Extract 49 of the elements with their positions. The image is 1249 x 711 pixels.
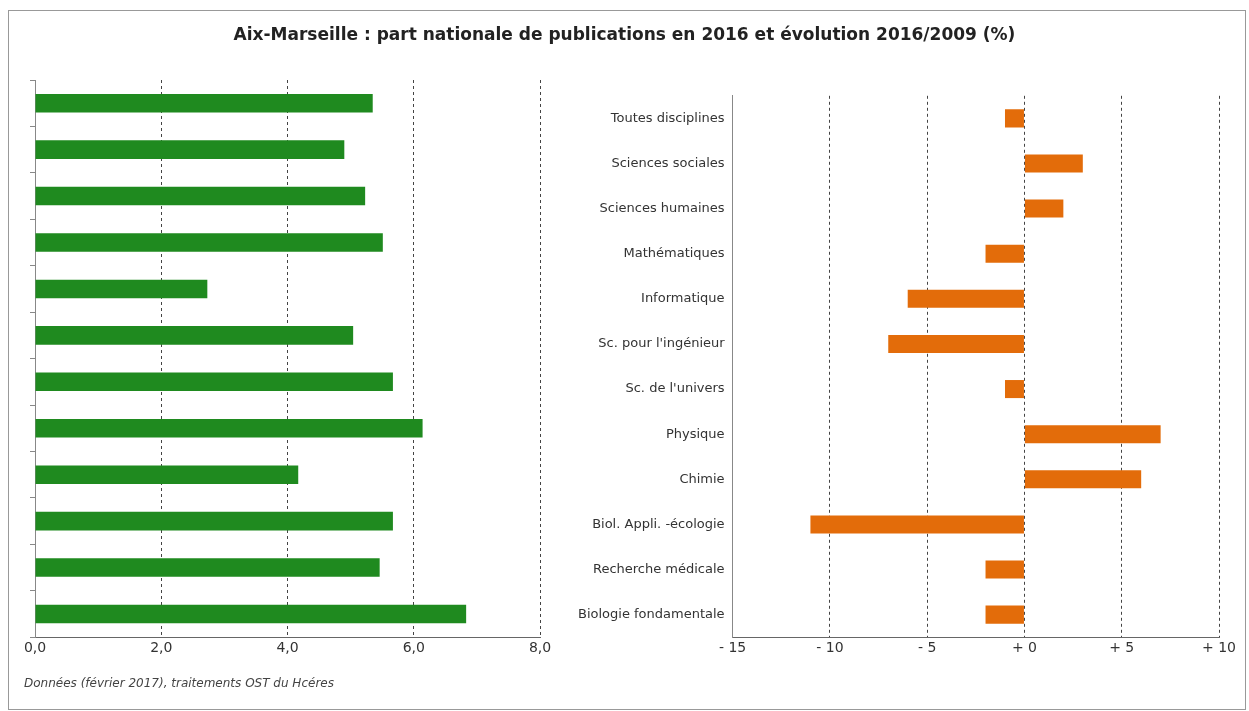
x-tick-label: - 5 xyxy=(917,639,937,656)
bar xyxy=(35,558,380,577)
bar xyxy=(1024,154,1083,173)
bar xyxy=(35,186,366,206)
x-tick-label: + 0 xyxy=(1011,639,1037,656)
bar xyxy=(35,465,299,484)
bar xyxy=(35,279,208,299)
bar xyxy=(985,244,1024,263)
x-tick-label: + 5 xyxy=(1109,639,1135,656)
bar xyxy=(35,418,423,438)
bar xyxy=(35,93,373,113)
bar xyxy=(985,560,1024,579)
bar xyxy=(1024,425,1161,444)
y-tick-label: Sc. de l'univers xyxy=(625,380,725,396)
bar xyxy=(35,511,393,531)
y-tick-label: Physique xyxy=(665,425,725,441)
text: Données (février 2017), traitements OST du Hcéres xyxy=(24,676,334,690)
y-tick-label: Chimie xyxy=(679,470,725,486)
y-tick-label: Biol. Appli. -écologie xyxy=(592,515,725,531)
y-tick-label: Sciences humaines xyxy=(599,199,725,215)
x-tick-label: 8,0 xyxy=(528,639,552,656)
x-tick-label: + 10 xyxy=(1202,639,1236,656)
x-tick-label: 0,0 xyxy=(23,639,47,656)
bar xyxy=(1004,109,1024,128)
bar xyxy=(907,289,1024,308)
text: Aix-Marseille : part nationale de publications en 2016 et évolution 2016/2009 (%) xyxy=(232,24,1017,44)
bar xyxy=(985,605,1024,624)
y-tick-label: Toutes disciplines xyxy=(609,109,725,125)
bar xyxy=(810,515,1024,534)
bar xyxy=(888,334,1024,353)
y-tick-label: Sc. pour l'ingénieur xyxy=(598,335,726,351)
bar xyxy=(35,233,383,252)
bar xyxy=(35,326,354,345)
bar xyxy=(35,372,393,392)
y-tick-label: Recherche médicale xyxy=(592,560,725,576)
x-tick-label: - 10 xyxy=(816,639,844,656)
bar xyxy=(35,140,345,159)
y-tick-label: Biologie fondamentale xyxy=(578,606,725,622)
x-tick-label: 4,0 xyxy=(276,639,299,656)
y-tick-label: Mathématiques xyxy=(623,245,725,261)
x-tick-label: 6,0 xyxy=(402,639,425,656)
y-tick-label: Sciences sociales xyxy=(611,154,725,170)
y-tick-label: Informatique xyxy=(641,290,725,306)
bar xyxy=(1024,199,1064,218)
bar xyxy=(1024,470,1142,489)
bar xyxy=(35,604,467,624)
x-tick-label: - 15 xyxy=(718,639,747,656)
x-tick-label: 2,0 xyxy=(150,639,173,656)
bar xyxy=(1004,380,1024,399)
